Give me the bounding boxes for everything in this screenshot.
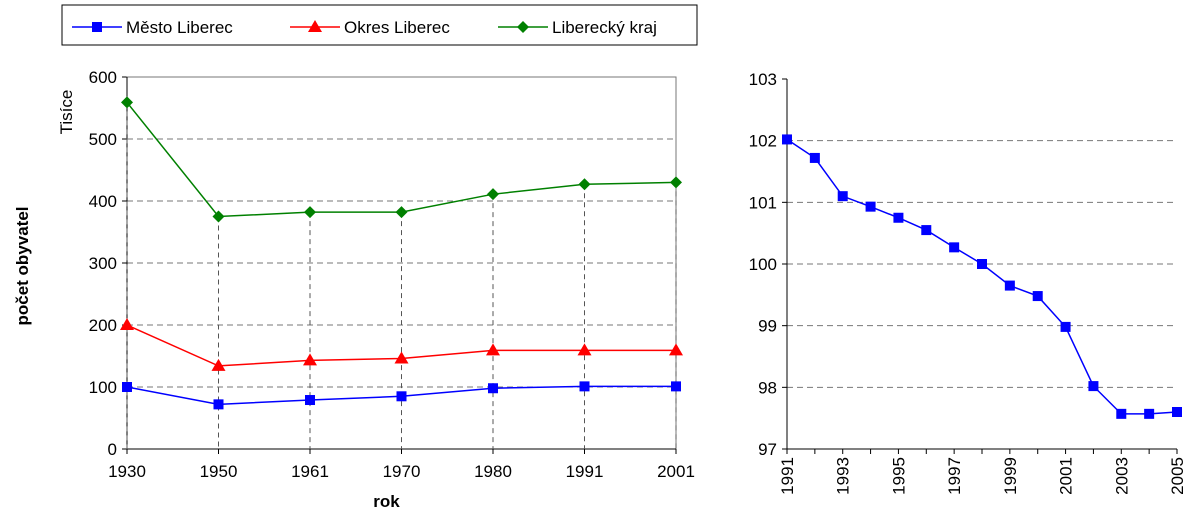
- marker: [671, 381, 681, 392]
- marker: [809, 152, 820, 163]
- marker: [577, 343, 592, 356]
- marker: [486, 343, 500, 356]
- marker: [1144, 408, 1155, 419]
- x-tick-label: 1991: [778, 457, 797, 495]
- legend-label: Město Liberec: [126, 18, 233, 37]
- marker: [395, 206, 408, 219]
- y-tick-label: 97: [758, 440, 777, 459]
- marker: [579, 381, 590, 392]
- y-tick-label: 200: [89, 316, 117, 335]
- x-axis-label: rok: [373, 492, 400, 511]
- line: [126, 101, 677, 218]
- marker: [308, 20, 322, 32]
- y-tick-label: 99: [758, 317, 777, 336]
- legend-label: Okres Liberec: [344, 18, 450, 37]
- marker: [837, 191, 848, 202]
- marker: [1032, 291, 1043, 302]
- marker: [120, 318, 134, 330]
- y-tick-label: 101: [749, 193, 777, 212]
- y-tick-label: 600: [89, 68, 117, 87]
- marker: [1004, 280, 1015, 291]
- x-tick-label: 1970: [383, 462, 421, 481]
- y-tick-label: 400: [89, 192, 117, 211]
- marker: [303, 353, 317, 366]
- y-tick-label: 98: [758, 378, 777, 397]
- marker: [394, 351, 409, 364]
- x-tick-label: 1995: [889, 457, 908, 495]
- marker: [213, 399, 224, 410]
- x-tick-label: 1961: [291, 462, 329, 481]
- marker: [921, 225, 932, 236]
- marker: [211, 358, 226, 371]
- marker: [977, 259, 987, 269]
- marker: [1172, 407, 1182, 417]
- marker: [949, 242, 960, 253]
- x-tick-label: 2001: [657, 462, 695, 481]
- marker: [865, 201, 876, 212]
- y-tick-label: 100: [89, 378, 117, 397]
- marker: [670, 176, 682, 189]
- x-tick-label: 1999: [1001, 457, 1020, 495]
- marker: [212, 210, 225, 223]
- y-tick-label: 103: [749, 70, 777, 89]
- x-tick-label: 2001: [1057, 457, 1076, 495]
- marker: [122, 382, 132, 392]
- y-tick-label: 100: [749, 255, 777, 274]
- x-tick-label: 1950: [200, 462, 238, 481]
- marker: [92, 22, 102, 32]
- y-unit-label: Tisíce: [57, 90, 76, 135]
- marker: [396, 391, 407, 402]
- x-tick-label: 1997: [945, 457, 964, 495]
- x-tick-label: 1993: [834, 457, 853, 495]
- x-tick-label: 1991: [566, 462, 604, 481]
- marker: [1060, 321, 1071, 332]
- marker: [893, 212, 904, 223]
- y-axis-label: počet obyvatel: [13, 206, 32, 325]
- marker: [304, 206, 316, 219]
- marker: [669, 343, 683, 356]
- x-tick-label: 2005: [1168, 457, 1187, 495]
- x-tick-label: 1930: [108, 462, 146, 481]
- x-tick-label: 2003: [1112, 457, 1131, 495]
- marker: [305, 395, 315, 406]
- line: [786, 138, 1178, 415]
- marker: [121, 96, 133, 109]
- y-tick-label: 300: [89, 254, 117, 273]
- legend: [61, 4, 698, 46]
- marker: [578, 178, 591, 191]
- legend-label: Liberecký kraj: [552, 18, 657, 37]
- y-tick-label: 102: [749, 132, 777, 151]
- marker: [782, 134, 792, 145]
- marker: [1116, 408, 1127, 419]
- marker: [1088, 381, 1099, 392]
- marker: [487, 188, 499, 201]
- y-tick-label: 0: [108, 440, 117, 459]
- x-tick-label: 1980: [474, 462, 512, 481]
- y-tick-label: 500: [89, 130, 117, 149]
- marker: [488, 383, 498, 394]
- marker: [517, 21, 529, 33]
